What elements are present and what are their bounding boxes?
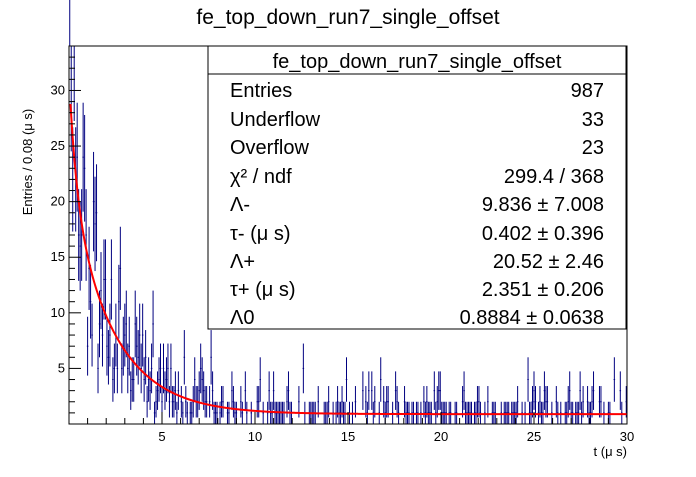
y-axis: 5 10 15 20 25 30 bbox=[51, 45, 81, 425]
x-tick-label: 10 bbox=[248, 429, 262, 444]
x-tick-label: 25 bbox=[527, 429, 541, 444]
x-axis-label: t (μ s) bbox=[594, 444, 627, 459]
stats-label-tau-minus: τ- (μ s) bbox=[230, 223, 291, 245]
stats-label-overflow: Overflow bbox=[230, 137, 309, 159]
stats-box: fe_top_down_run7_single_offset Entries 9… bbox=[207, 45, 627, 330]
stats-label-entries: Entries bbox=[230, 80, 292, 102]
y-tick-label: 20 bbox=[51, 194, 65, 209]
chart-title: fe_top_down_run7_single_offset bbox=[196, 6, 499, 29]
stats-value-underflow: 33 bbox=[582, 109, 604, 131]
stats-value-chi2: 299.4 / 368 bbox=[504, 166, 604, 188]
stats-label-lambda-0: Λ0 bbox=[230, 307, 254, 329]
x-tick-label: 30 bbox=[620, 429, 634, 444]
stats-label-tau-plus: τ+ (μ s) bbox=[230, 279, 296, 301]
stats-label-underflow: Underflow bbox=[230, 109, 321, 131]
stats-value-tau-plus: 2.351 ± 0.206 bbox=[482, 279, 604, 301]
y-tick-label: 10 bbox=[51, 305, 65, 320]
x-tick-label: 20 bbox=[434, 429, 448, 444]
stats-value-entries: 987 bbox=[571, 80, 604, 102]
stats-value-lambda-plus: 20.52 ± 2.46 bbox=[493, 251, 604, 273]
stats-label-lambda-plus: Λ+ bbox=[230, 251, 255, 273]
stats-box-frame bbox=[207, 45, 627, 330]
stats-value-lambda-minus: 9.836 ± 7.008 bbox=[482, 194, 604, 216]
stats-value-tau-minus: 0.402 ± 0.396 bbox=[482, 223, 604, 245]
x-tick-label: 5 bbox=[158, 429, 165, 444]
stats-label-lambda-minus: Λ- bbox=[230, 194, 250, 216]
x-tick-label: 15 bbox=[341, 429, 355, 444]
stats-label-chi2: χ² / ndf bbox=[230, 166, 292, 188]
y-axis-label: Entries / 0.08 (μ s) bbox=[20, 109, 35, 215]
stats-value-lambda-0: 0.8884 ± 0.0638 bbox=[460, 307, 604, 329]
y-tick-label: 5 bbox=[58, 360, 65, 375]
y-tick-label: 25 bbox=[51, 138, 65, 153]
stats-box-title: fe_top_down_run7_single_offset bbox=[273, 51, 562, 73]
y-tick-label: 15 bbox=[51, 249, 65, 264]
x-axis: 5 10 15 20 25 30 bbox=[68, 412, 634, 444]
y-tick-label: 30 bbox=[51, 82, 65, 97]
stats-value-overflow: 23 bbox=[582, 137, 604, 159]
